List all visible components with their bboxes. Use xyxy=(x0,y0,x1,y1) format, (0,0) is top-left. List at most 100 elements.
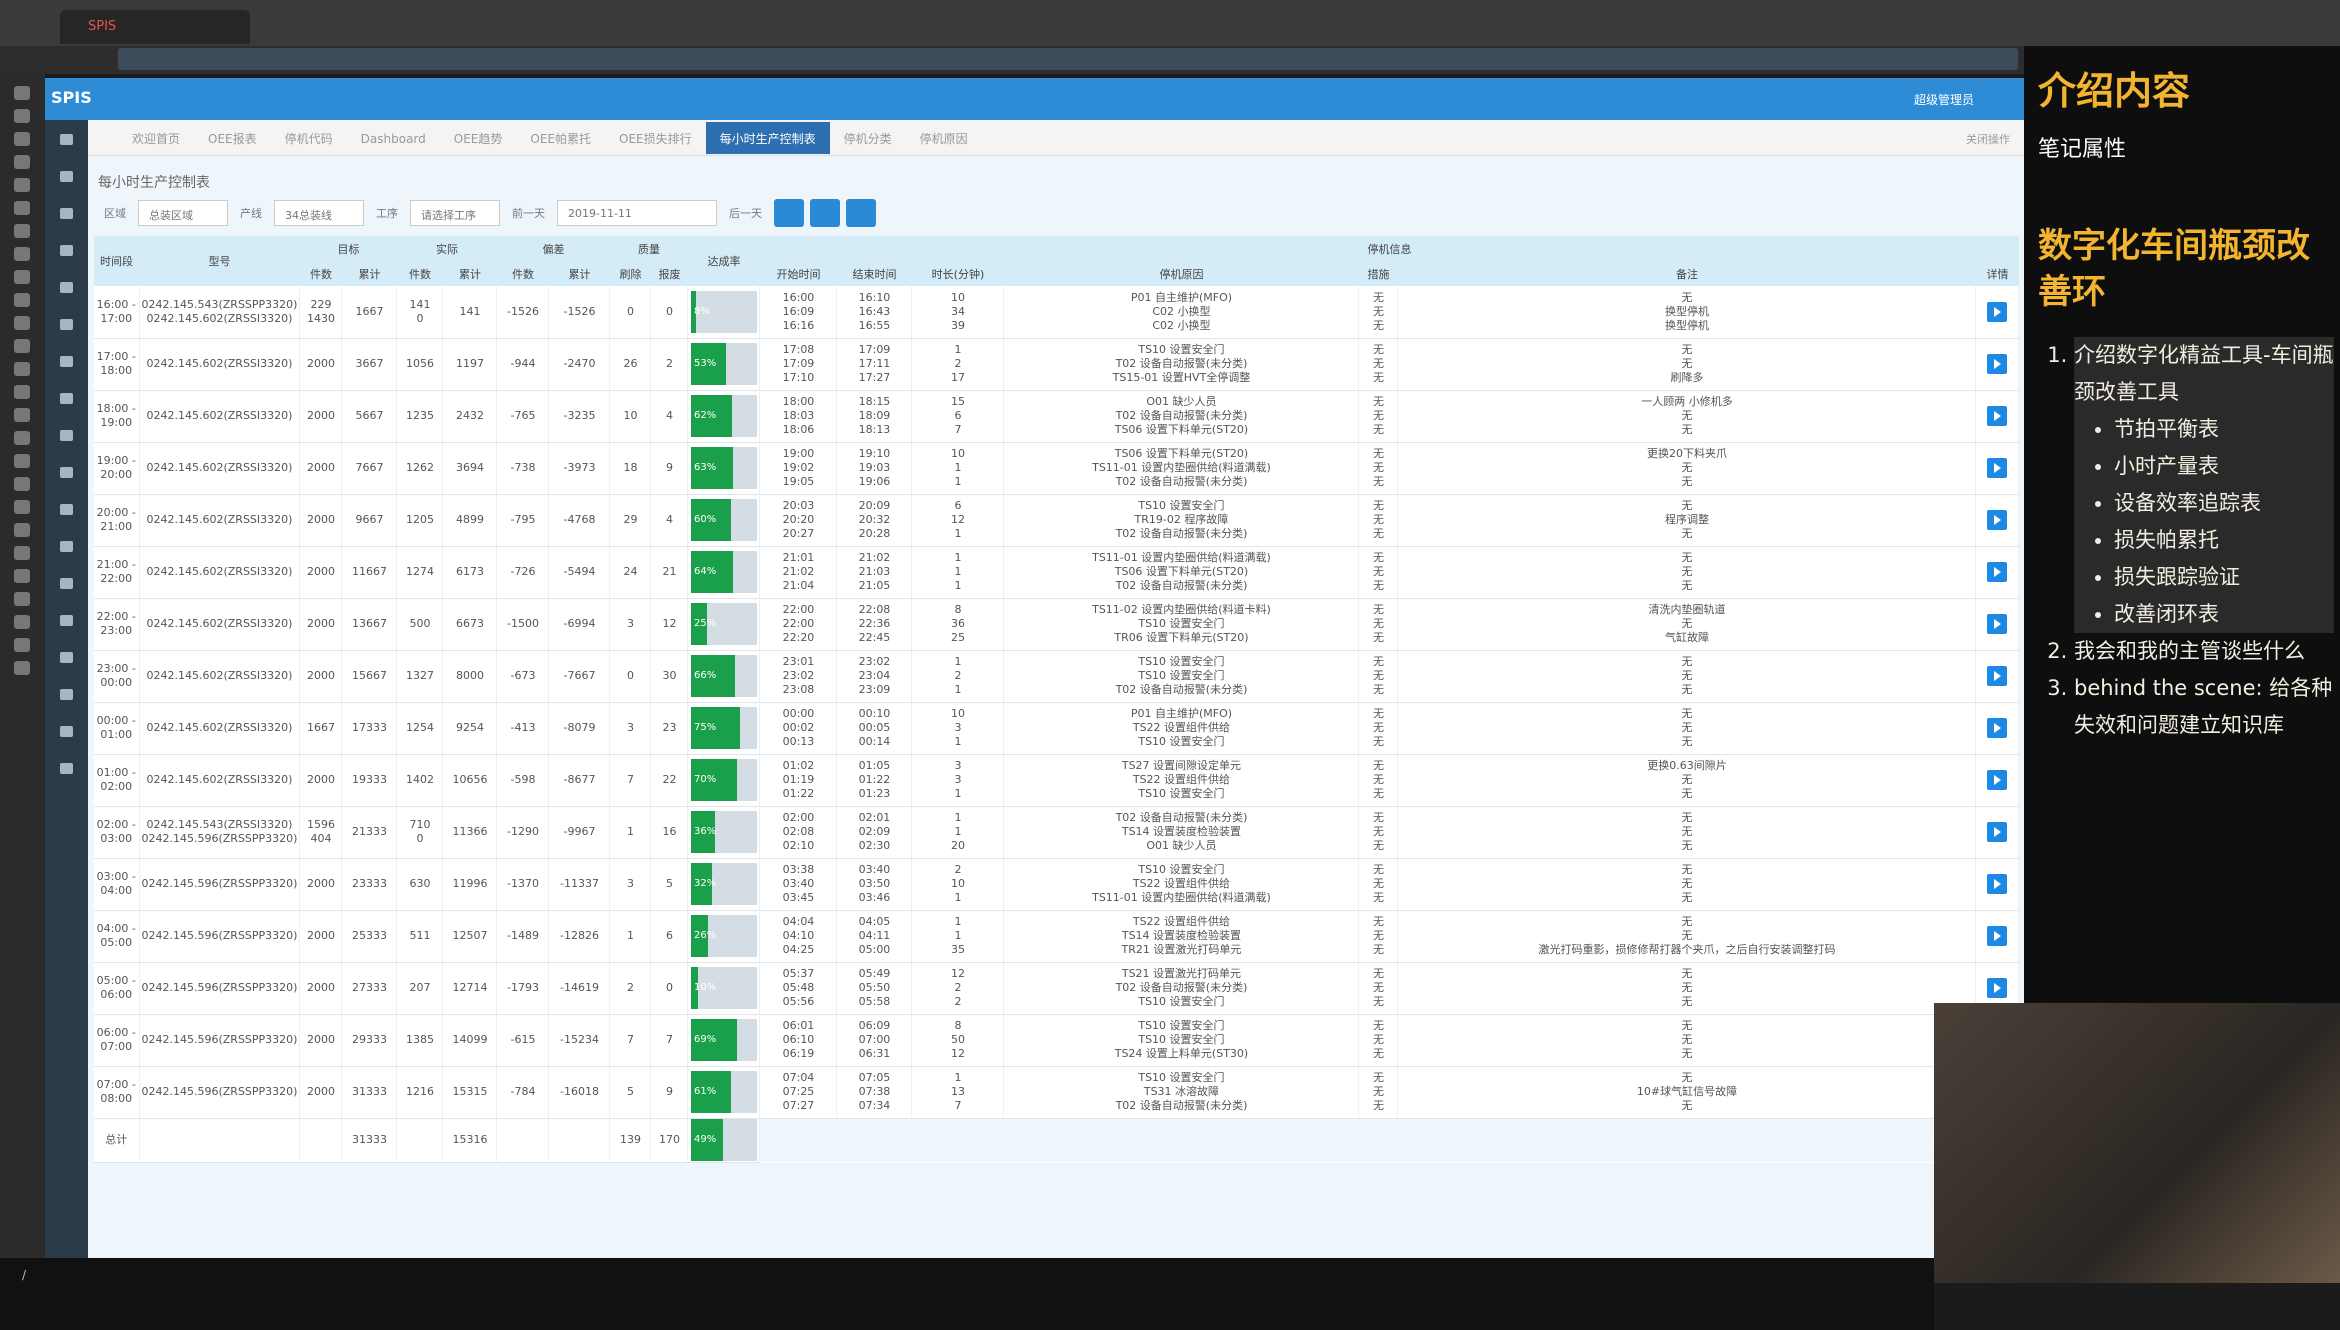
side-icon[interactable] xyxy=(14,86,30,100)
nav-icon[interactable] xyxy=(60,171,73,182)
nav-icon[interactable] xyxy=(60,319,73,330)
side-icon[interactable] xyxy=(14,316,30,330)
select[interactable]: 请选择工序 xyxy=(410,200,500,226)
nav-icon[interactable] xyxy=(60,393,73,404)
tab[interactable]: Dashboard xyxy=(360,132,426,146)
rate-label: 32% xyxy=(693,878,717,889)
detail-button[interactable] xyxy=(1987,666,2008,686)
stop-end: 19:03 xyxy=(858,461,891,474)
nav-icon[interactable] xyxy=(60,578,73,589)
detail-button[interactable] xyxy=(1987,458,2008,478)
detail-button[interactable] xyxy=(1987,562,2008,582)
search-button[interactable] xyxy=(774,199,804,227)
model: 0242.145.602(ZRSSI3320) xyxy=(146,669,293,682)
nav-icon[interactable] xyxy=(60,245,73,256)
tab[interactable]: 每小时生产控制表 xyxy=(705,122,830,154)
stop-measure: 无 xyxy=(1372,1071,1384,1084)
detail-button[interactable] xyxy=(1987,301,2008,322)
tab-actions[interactable]: 关闭操作 xyxy=(1966,133,2010,146)
select[interactable]: 34总装线 xyxy=(274,200,364,226)
side-icon[interactable] xyxy=(14,592,30,606)
tab[interactable]: 停机原因 xyxy=(919,132,968,146)
print-button[interactable] xyxy=(846,199,876,227)
deviation-cum: -8079 xyxy=(548,702,611,755)
tab[interactable]: OEE帕累托 xyxy=(530,132,592,146)
side-icon[interactable] xyxy=(14,477,30,491)
nav-icon[interactable] xyxy=(60,134,73,145)
select[interactable]: 总装区域 xyxy=(138,200,228,226)
detail-button[interactable] xyxy=(1987,510,2008,530)
detail-button[interactable] xyxy=(1987,354,2008,374)
button[interactable]: 后一天 xyxy=(729,207,762,220)
detail-button[interactable] xyxy=(1987,614,2008,634)
nav-icon[interactable] xyxy=(60,763,73,774)
side-icon[interactable] xyxy=(14,385,30,399)
nav-icon[interactable] xyxy=(60,615,73,626)
button[interactable]: 前一天 xyxy=(512,207,545,220)
side-icon[interactable] xyxy=(14,132,30,146)
detail-button[interactable] xyxy=(1987,718,2008,738)
side-icon[interactable] xyxy=(14,569,30,583)
side-icon[interactable] xyxy=(14,546,30,560)
side-icon[interactable] xyxy=(14,178,30,192)
tab[interactable]: 停机代码 xyxy=(284,132,333,146)
address-box[interactable] xyxy=(118,48,2018,70)
side-icon[interactable] xyxy=(14,500,30,514)
side-icon[interactable] xyxy=(14,523,30,537)
detail-button[interactable] xyxy=(1987,770,2008,790)
tab[interactable]: 停机分类 xyxy=(843,132,892,146)
side-icon[interactable] xyxy=(14,431,30,445)
side-icon[interactable] xyxy=(14,270,30,284)
tab[interactable]: OEE报表 xyxy=(208,132,257,146)
browser-tab[interactable]: SPIS xyxy=(60,10,250,44)
stop-remark-cell: 更换20下料夹爪无无 xyxy=(1397,442,1977,495)
tab[interactable]: OEE损失排行 xyxy=(619,132,692,146)
side-icon[interactable] xyxy=(14,224,30,238)
nav-icon[interactable] xyxy=(60,208,73,219)
side-icon[interactable] xyxy=(14,408,30,422)
group-header: 型号 xyxy=(139,236,300,286)
nav-icon[interactable] xyxy=(60,430,73,441)
target-cell: 1667 xyxy=(299,702,343,755)
nav-icon[interactable] xyxy=(60,504,73,515)
target: 2000 xyxy=(306,409,335,422)
side-icon[interactable] xyxy=(14,155,30,169)
detail-button[interactable] xyxy=(1987,822,2008,842)
deviation: -765 xyxy=(496,390,550,443)
nav-icon[interactable] xyxy=(60,652,73,663)
side-icon[interactable] xyxy=(14,109,30,123)
nav-icon[interactable] xyxy=(60,541,73,552)
side-icon[interactable] xyxy=(14,247,30,261)
side-icon[interactable] xyxy=(14,638,30,652)
defect: 170 xyxy=(650,1118,689,1163)
nav-icon[interactable] xyxy=(60,282,73,293)
user-name[interactable]: 超级管理员 xyxy=(1913,93,1974,107)
time: 19:00 - xyxy=(96,454,136,467)
download-button[interactable] xyxy=(810,199,840,227)
stop-reason: TS06 设置下料单元(ST20) xyxy=(1114,565,1249,578)
empty xyxy=(548,1118,611,1163)
detail-button[interactable] xyxy=(1987,874,2008,894)
side-icon[interactable] xyxy=(14,615,30,629)
detail-button[interactable] xyxy=(1987,978,2008,998)
detail-cell xyxy=(1975,702,2020,755)
side-icon[interactable] xyxy=(14,293,30,307)
side-icon[interactable] xyxy=(14,661,30,675)
side-icon[interactable] xyxy=(14,339,30,353)
stop-dur: 7 xyxy=(954,1099,962,1112)
detail-button[interactable] xyxy=(1987,406,2008,426)
detail-button[interactable] xyxy=(1987,926,2008,946)
nav-icon[interactable] xyxy=(60,356,73,367)
side-icon[interactable] xyxy=(14,454,30,468)
actual-cell: 1235 xyxy=(396,390,444,443)
nav-icon[interactable] xyxy=(60,467,73,478)
stop-reason: T02 设备自动报警(未分类) xyxy=(1115,357,1248,370)
nav-icon[interactable] xyxy=(60,726,73,737)
tab[interactable]: 欢迎首页 xyxy=(132,132,181,146)
side-icon[interactable] xyxy=(14,362,30,376)
nav-icon[interactable] xyxy=(60,689,73,700)
date-input[interactable]: 2019-11-11 xyxy=(557,200,717,226)
side-icon[interactable] xyxy=(14,201,30,215)
defect: 4 xyxy=(650,390,689,443)
tab[interactable]: OEE趋势 xyxy=(453,132,503,146)
